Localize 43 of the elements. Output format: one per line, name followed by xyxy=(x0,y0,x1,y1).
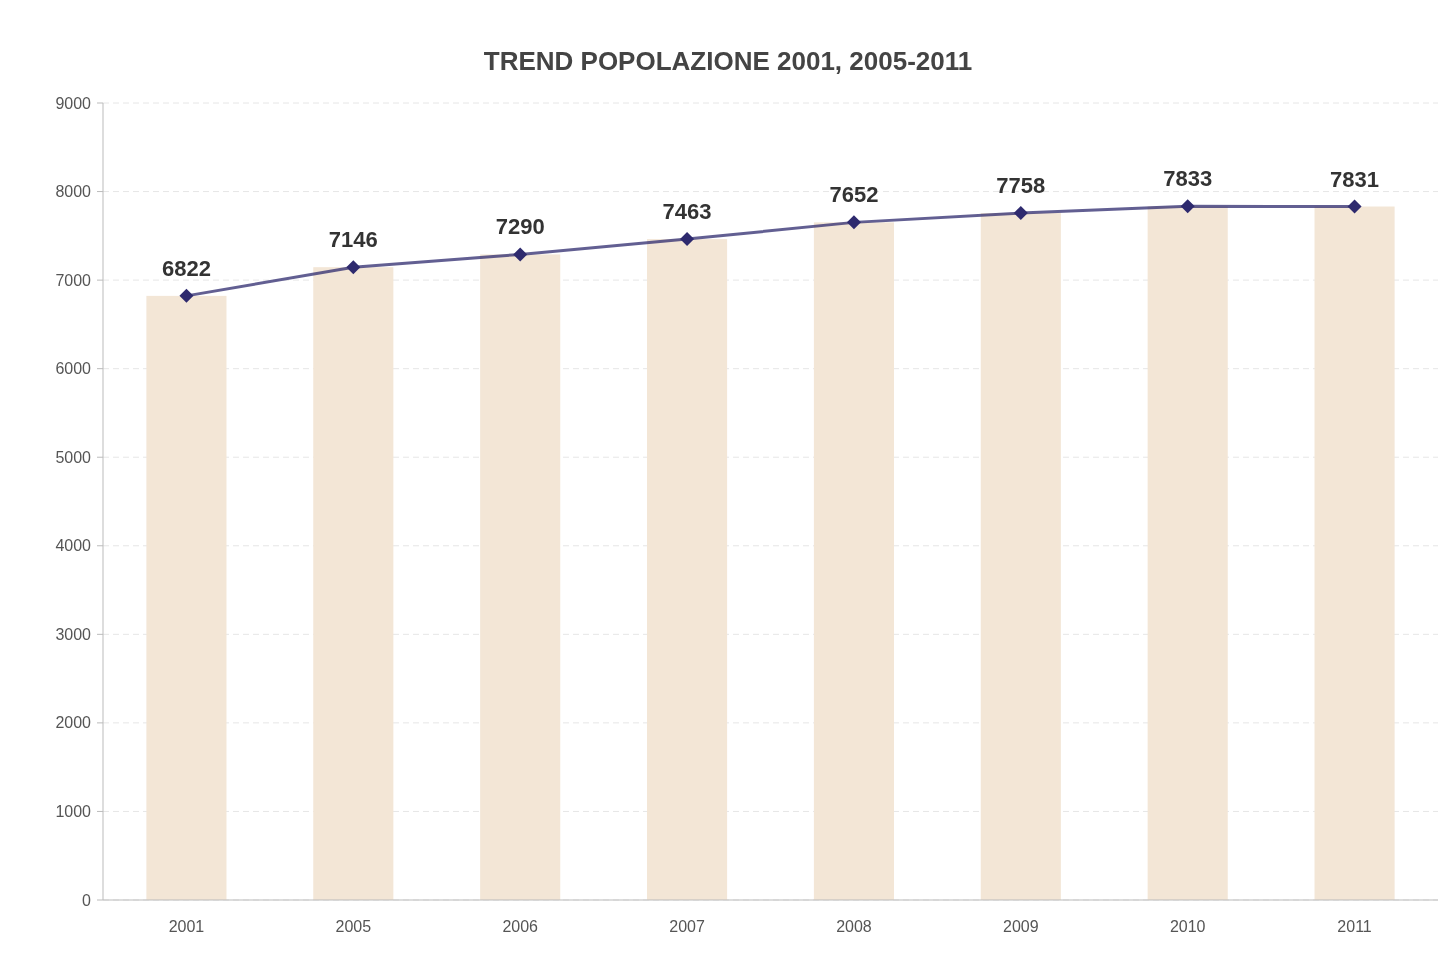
data-label: 7463 xyxy=(662,199,712,225)
y-tick-label: 7000 xyxy=(55,271,92,289)
x-tick-label: 2007 xyxy=(669,918,705,935)
data-label: 6822 xyxy=(161,255,211,281)
data-label: 7146 xyxy=(328,227,378,253)
data-label: 7833 xyxy=(1163,166,1213,192)
y-tick-label: 0 xyxy=(82,891,92,909)
point xyxy=(513,247,528,262)
point xyxy=(179,288,194,303)
point xyxy=(846,215,861,230)
x-tick-label: 2001 xyxy=(168,918,205,935)
data-label: 7831 xyxy=(1330,166,1380,192)
y-tick-label: 6000 xyxy=(55,360,92,378)
y-tick-label: 8000 xyxy=(55,183,92,201)
x-tick-label: 2006 xyxy=(502,918,539,935)
y-tick-label: 3000 xyxy=(55,625,92,643)
y-tick-label: 5000 xyxy=(55,448,92,466)
data-label: 7652 xyxy=(829,182,879,208)
bar xyxy=(1147,206,1228,900)
data-label: 7758 xyxy=(996,172,1046,198)
x-tick-label: 2009 xyxy=(1003,918,1039,935)
y-tick-label: 1000 xyxy=(55,803,92,821)
bar xyxy=(146,295,227,900)
point xyxy=(1180,199,1195,214)
chart-title: TREND POPOLAZIONE 2001, 2005-2011 xyxy=(483,46,973,76)
x-tick-label: 2008 xyxy=(836,918,872,935)
bar xyxy=(813,222,894,900)
bar xyxy=(980,212,1061,900)
bar xyxy=(480,254,561,900)
bar xyxy=(647,239,728,900)
y-tick-label: 9000 xyxy=(55,94,92,112)
x-tick-label: 2005 xyxy=(335,918,372,935)
point xyxy=(1013,205,1028,220)
bar xyxy=(313,267,394,900)
y-tick-label: 2000 xyxy=(55,714,92,732)
bar xyxy=(1314,206,1395,900)
point xyxy=(346,260,361,275)
point xyxy=(680,232,695,247)
y-tick-label: 4000 xyxy=(55,537,92,555)
data-label: 7290 xyxy=(495,214,545,240)
point xyxy=(1347,199,1362,214)
x-tick-label: 2011 xyxy=(1337,918,1372,935)
x-tick-label: 2010 xyxy=(1169,918,1206,935)
